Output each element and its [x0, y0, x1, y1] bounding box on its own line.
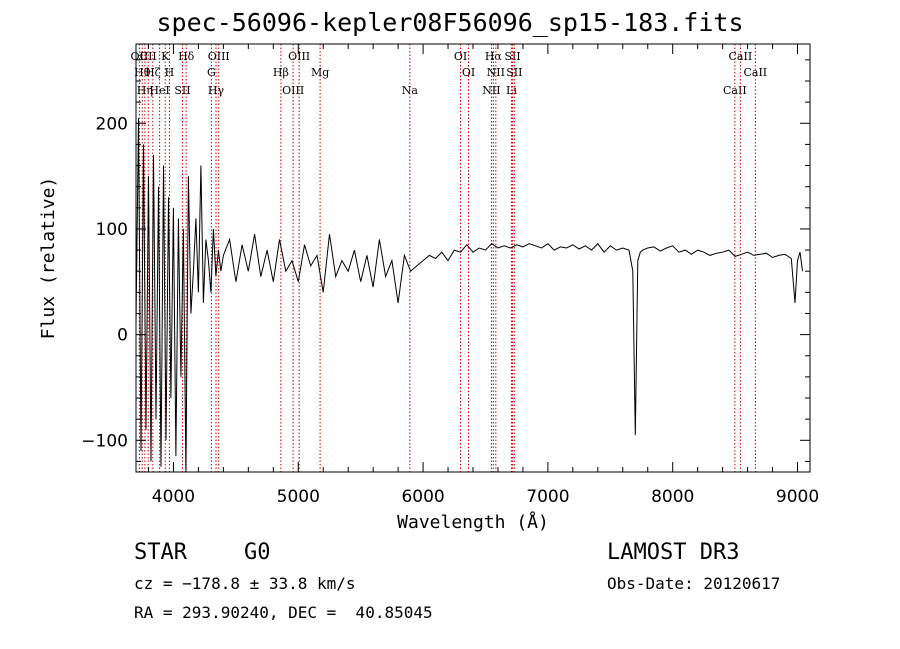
line-label: CaII	[743, 66, 767, 79]
y-axis-label: Flux (relative)	[38, 177, 59, 340]
chart-title: spec-56096-kepler08F56096_sp15-183.fits	[156, 8, 744, 37]
line-label: Hζ	[145, 66, 161, 79]
line-label: OI	[454, 50, 467, 63]
line-label: G	[207, 66, 216, 79]
x-tick-label: 5000	[277, 487, 320, 507]
line-label: OIII	[208, 50, 230, 63]
y-tick-label: −100	[81, 431, 128, 451]
x-tick-label: 9000	[776, 487, 819, 507]
line-label: K	[161, 50, 170, 63]
ra-dec: RA = 293.90240, DEC = 40.85045	[134, 603, 433, 622]
line-label: Mg	[311, 66, 329, 79]
object-subclass: G0	[244, 540, 271, 565]
line-label: Hβ	[273, 66, 289, 79]
line-label: OI	[462, 66, 475, 79]
line-label: SII	[504, 50, 520, 63]
survey-name: LAMOST DR3	[607, 540, 740, 565]
line-label: NII	[487, 66, 505, 79]
line-label: Hη	[137, 84, 153, 97]
line-label: CaII	[729, 50, 753, 63]
cz-value: cz = −178.8 ± 33.8 km/s	[134, 574, 356, 593]
y-tick-label: 0	[117, 326, 128, 346]
line-label: SII	[506, 66, 522, 79]
line-label: OII	[131, 50, 149, 63]
line-label: Hγ	[208, 84, 225, 97]
line-label: H	[165, 66, 175, 79]
x-axis-label: Wavelength (Å)	[397, 511, 549, 533]
x-tick-label: 6000	[401, 487, 444, 507]
line-label: OIII	[288, 50, 310, 63]
x-tick-label: 7000	[526, 487, 569, 507]
line-label: Hθ	[134, 66, 151, 79]
line-label: Li	[506, 84, 517, 97]
spectrum-series	[135, 117, 803, 473]
obs-date: Obs-Date: 20120617	[607, 574, 781, 593]
y-tick-label: 200	[96, 114, 128, 134]
line-label: Hδ	[178, 50, 195, 63]
line-label: NII	[482, 84, 500, 97]
x-tick-label: 8000	[651, 487, 694, 507]
plot-frame	[135, 43, 811, 473]
line-label: OIII	[282, 84, 304, 97]
line-label: SII	[174, 84, 190, 97]
line-label: Na	[402, 84, 419, 97]
line-label: HeI	[149, 84, 169, 97]
line-label: CII	[140, 50, 157, 63]
y-tick-label: 100	[96, 220, 128, 240]
x-tick-label: 4000	[152, 487, 195, 507]
object-class: STAR	[134, 540, 187, 565]
line-label: CaII	[723, 84, 747, 97]
line-label: Hα	[485, 50, 503, 63]
